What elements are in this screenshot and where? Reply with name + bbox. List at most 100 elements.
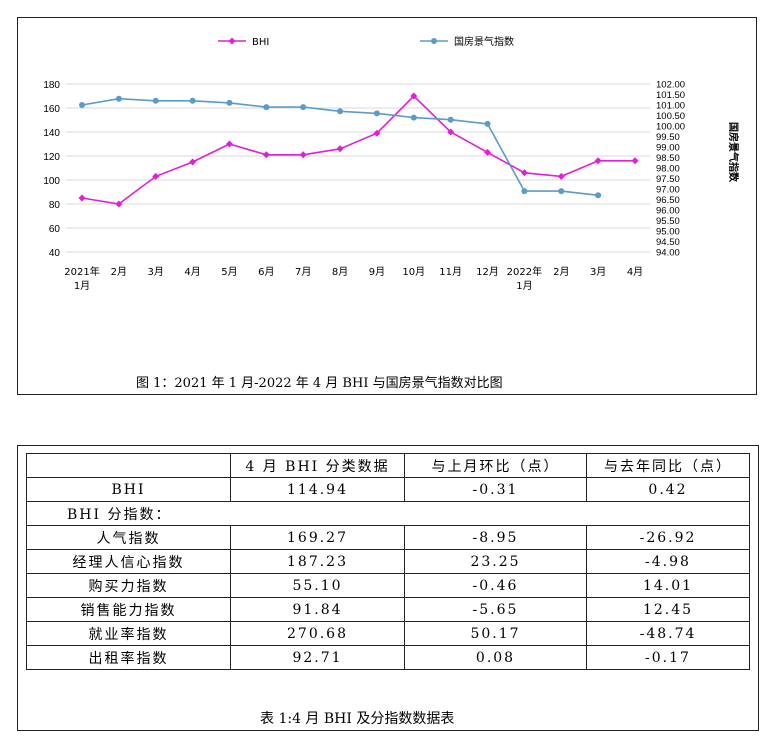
legend-label: 国房景气指数: [454, 35, 514, 48]
x-tick-label: 3月: [590, 266, 606, 278]
bhi-data-point: [225, 140, 233, 148]
table-row: BHI 114.94 -0.31 0.42: [26, 477, 750, 502]
y-right-tick-label: 98.00: [656, 164, 680, 175]
bhi-data-point: [484, 148, 492, 156]
section-label: BHI 分指数：: [26, 501, 750, 526]
guofang-data-point: [558, 188, 565, 195]
y-left-tick-label: 80: [49, 200, 61, 211]
table-cell: 55.10: [230, 573, 405, 598]
table-row: 出租率指数 92.71 0.08 -0.17: [26, 645, 750, 670]
table-cell: 0.42: [586, 477, 750, 502]
bhi-data-point: [78, 194, 86, 202]
table-row: 销售能力指数 91.84 -5.65 12.45: [26, 597, 750, 622]
y-right-tick-label: 102.00: [656, 80, 685, 91]
y-right-tick-label: 97.00: [656, 185, 680, 196]
guofang-data-point: [300, 104, 307, 111]
bhi-data-point: [336, 145, 344, 153]
x-tick-label: 2021年: [64, 265, 99, 278]
x-tick-label: 9月: [369, 266, 385, 278]
guofang-data-point: [484, 120, 491, 127]
table-row: 购买力指数 55.10 -0.46 14.01: [26, 573, 750, 598]
guofang-data-point: [189, 97, 196, 104]
table-row: 就业率指数 270.68 50.17 -48.74: [26, 621, 750, 646]
guofang-data-point: [373, 110, 380, 117]
guofang-data-point: [79, 102, 85, 108]
x-tick-label: 12月: [476, 266, 499, 278]
table-cell: 经理人信心指数: [26, 549, 231, 574]
bhi-data-point: [631, 157, 639, 165]
bhi-data-point: [520, 169, 528, 177]
table-cell: 91.84: [230, 597, 405, 622]
x-tick-label: 6月: [258, 266, 274, 278]
guofang-data-point: [595, 192, 602, 199]
guofang-data-point: [410, 114, 417, 121]
legend-label: BHI: [252, 37, 269, 48]
table-cell: -8.95: [404, 525, 587, 550]
y-right-tick-label: 99.50: [656, 132, 680, 143]
table-cell: 销售能力指数: [26, 597, 231, 622]
table-cell: -4.98: [586, 549, 750, 574]
bhi-data-point: [447, 128, 455, 136]
y-right-tick-label: 100.00: [656, 122, 685, 133]
x-tick-label: 1月: [516, 280, 532, 292]
bhi-data-point: [410, 92, 418, 100]
table-row: 经理人信心指数 187.23 23.25 -4.98: [26, 549, 750, 574]
y-right-tick-label: 95.50: [656, 216, 680, 227]
table-cell: 92.71: [230, 645, 405, 670]
data-table-panel: 4 月 BHI 分类数据 与上月环比（点） 与去年同比（点） BHI 114.94 -0.…: [17, 445, 759, 731]
legend-marker: [228, 37, 236, 45]
x-tick-label: 10月: [402, 266, 425, 278]
table-cell: 187.23: [230, 549, 405, 574]
table-cell: BHI: [26, 477, 231, 502]
table-cell: 与去年同比（点）: [586, 453, 750, 478]
table-cell: -0.17: [586, 645, 750, 670]
legend-marker: [431, 38, 437, 44]
table-cell: 就业率指数: [26, 621, 231, 646]
table-cell: -26.92: [586, 525, 750, 550]
y-right-tick-label: 94.00: [656, 248, 680, 259]
table-cell: -5.65: [404, 597, 587, 622]
table-cell: 购买力指数: [26, 573, 231, 598]
table-cell: -48.74: [586, 621, 750, 646]
bhi-data-point: [373, 129, 381, 137]
table-cell: 50.17: [404, 621, 587, 646]
y-left-tick-label: 140: [43, 128, 60, 139]
table-cell: [26, 453, 231, 478]
bhi-data-point: [262, 151, 270, 159]
table-cell: 4 月 BHI 分类数据: [230, 453, 405, 478]
guofang-data-point: [226, 99, 233, 106]
table-cell: 人气指数: [26, 525, 231, 550]
bhi-data-point: [152, 172, 160, 180]
y-right-tick-label: 101.00: [656, 101, 685, 112]
x-tick-label: 5月: [221, 266, 237, 278]
y-right-tick-label: 96.00: [656, 206, 680, 217]
guofang-data-point: [337, 108, 344, 115]
table-cell: 114.94: [230, 477, 405, 502]
figure-caption: 图 1：2021 年 1 月-2022 年 4 月 BHI 与国房景气指数对比图: [136, 376, 503, 391]
table-section-row: BHI 分指数：: [26, 501, 750, 526]
x-tick-label: 8月: [332, 266, 348, 278]
bhi-data-table: 4 月 BHI 分类数据 与上月环比（点） 与去年同比（点） BHI 114.94 -0.…: [26, 453, 750, 670]
x-tick-label: 11月: [439, 266, 462, 278]
table-cell: 270.68: [230, 621, 405, 646]
table-header-row: 4 月 BHI 分类数据 与上月环比（点） 与去年同比（点）: [26, 453, 750, 478]
table-cell: 14.01: [586, 573, 750, 598]
y-right-tick-label: 97.50: [656, 174, 680, 185]
y-right-tick-label: 99.00: [656, 143, 680, 154]
table-cell: 12.45: [586, 597, 750, 622]
x-tick-label: 2022年: [507, 265, 542, 278]
line-chart: 40 60 80 100 120 140 160 180 94.0094.5095.0095.5…: [43, 35, 740, 292]
guofang-data-point: [447, 116, 454, 123]
y-left-tick-label: 100: [43, 176, 60, 187]
y-right-tick-label: 95.00: [656, 227, 680, 238]
y-right-axis-label: 国房景气指数: [727, 122, 740, 183]
y-right-tick-label: 101.50: [656, 90, 685, 101]
y-left-tick-label: 160: [43, 104, 60, 115]
bhi-data-point: [299, 151, 307, 159]
table-caption: 表 1:4 月 BHI 及分指数数据表: [260, 711, 455, 727]
guofang-data-point: [521, 188, 528, 195]
bhi-data-point: [594, 157, 602, 165]
table-row: 人气指数 169.27 -8.95 -26.92: [26, 525, 750, 550]
table-cell: 169.27: [230, 525, 405, 550]
y-left-tick-label: 120: [43, 152, 60, 163]
